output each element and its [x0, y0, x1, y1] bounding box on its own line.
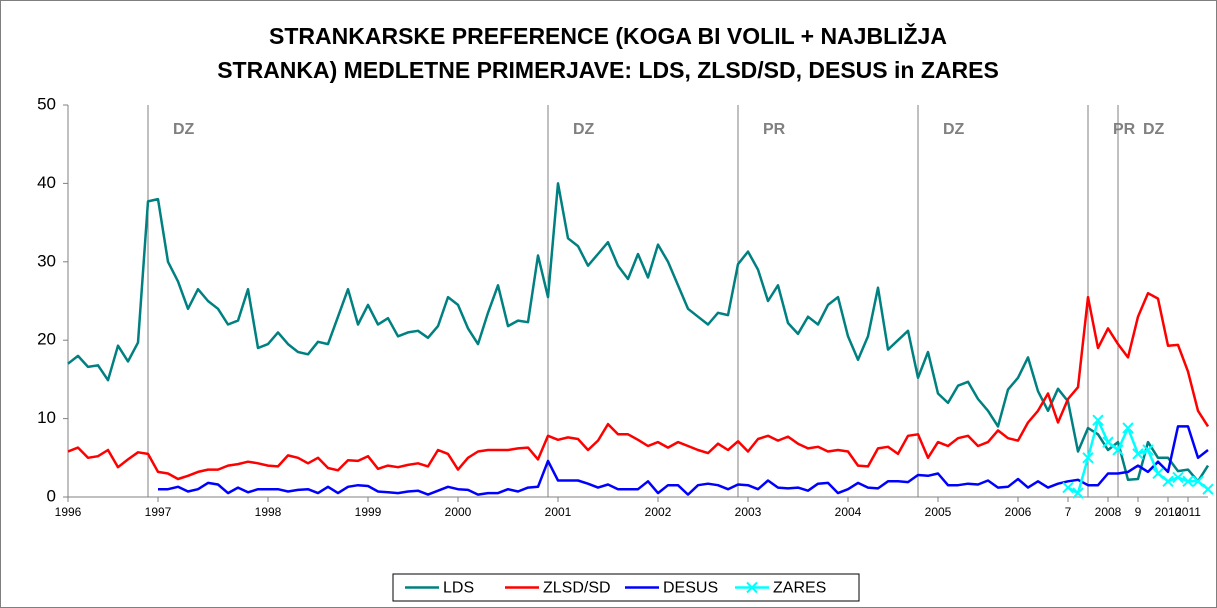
series-marker [1182, 475, 1194, 488]
series-line [158, 425, 1209, 496]
series-line [67, 291, 1210, 481]
event-label: DZ [173, 121, 195, 138]
event-label: DZ [573, 121, 595, 138]
event-label: PR [763, 121, 786, 138]
y-tick-label: 40 [37, 173, 56, 192]
x-tick-label: 1999 [355, 505, 382, 519]
legend-marker [746, 581, 758, 594]
chart-title: STRANKA) MEDLETNE PRIMERJAVE: LDS, ZLSD/… [217, 57, 999, 83]
x-tick-label: 2001 [545, 505, 572, 519]
x-tick-label: 2006 [1005, 505, 1032, 519]
x-tick-label: 9 [1135, 505, 1142, 519]
x-tick-label: 1996 [55, 505, 82, 519]
series-marker [1122, 422, 1134, 434]
y-tick-label: 50 [37, 94, 56, 113]
x-tick-label: 2000 [445, 505, 472, 519]
series-marker [1062, 481, 1074, 494]
y-tick-label: 0 [47, 486, 56, 505]
series-marker [1172, 471, 1184, 484]
y-tick-label: 10 [37, 408, 56, 427]
x-tick-label: 2010 [1155, 505, 1182, 519]
y-tick-label: 20 [37, 330, 56, 349]
x-tick-label: 1998 [255, 505, 282, 519]
y-tick-label: 30 [37, 251, 56, 270]
x-tick-label: 2005 [925, 505, 952, 519]
legend-label: ZLSD/SD [543, 580, 611, 597]
x-tick-label: 2003 [735, 505, 762, 519]
x-tick-label: 2004 [835, 505, 862, 519]
x-tick-label: 2011 [1175, 505, 1201, 519]
series-marker [1082, 452, 1094, 464]
legend-label: LDS [443, 580, 474, 597]
x-tick-label: 2008 [1095, 505, 1122, 519]
series-marker [1072, 487, 1084, 499]
series-marker [1152, 467, 1164, 480]
event-label: DZ [943, 121, 965, 138]
event-label: PR [1113, 121, 1136, 138]
series-marker [1202, 483, 1214, 495]
series-marker [1092, 414, 1104, 426]
series-line [67, 182, 1210, 483]
series-marker [1192, 475, 1204, 488]
series-marker [1142, 444, 1154, 456]
legend-label: DESUS [663, 580, 718, 597]
chart-title: STRANKARSKE PREFERENCE (KOGA BI VOLIL + … [269, 22, 947, 49]
legend-label: ZARES [773, 580, 826, 597]
series-marker [1162, 475, 1174, 488]
series-marker [1112, 444, 1124, 456]
event-label: DZ [1143, 121, 1165, 138]
series-marker [1102, 436, 1114, 448]
x-tick-label: 1997 [145, 505, 172, 519]
x-tick-label: 7 [1065, 505, 1072, 519]
series-marker [1132, 448, 1144, 460]
x-tick-label: 2002 [645, 505, 672, 519]
